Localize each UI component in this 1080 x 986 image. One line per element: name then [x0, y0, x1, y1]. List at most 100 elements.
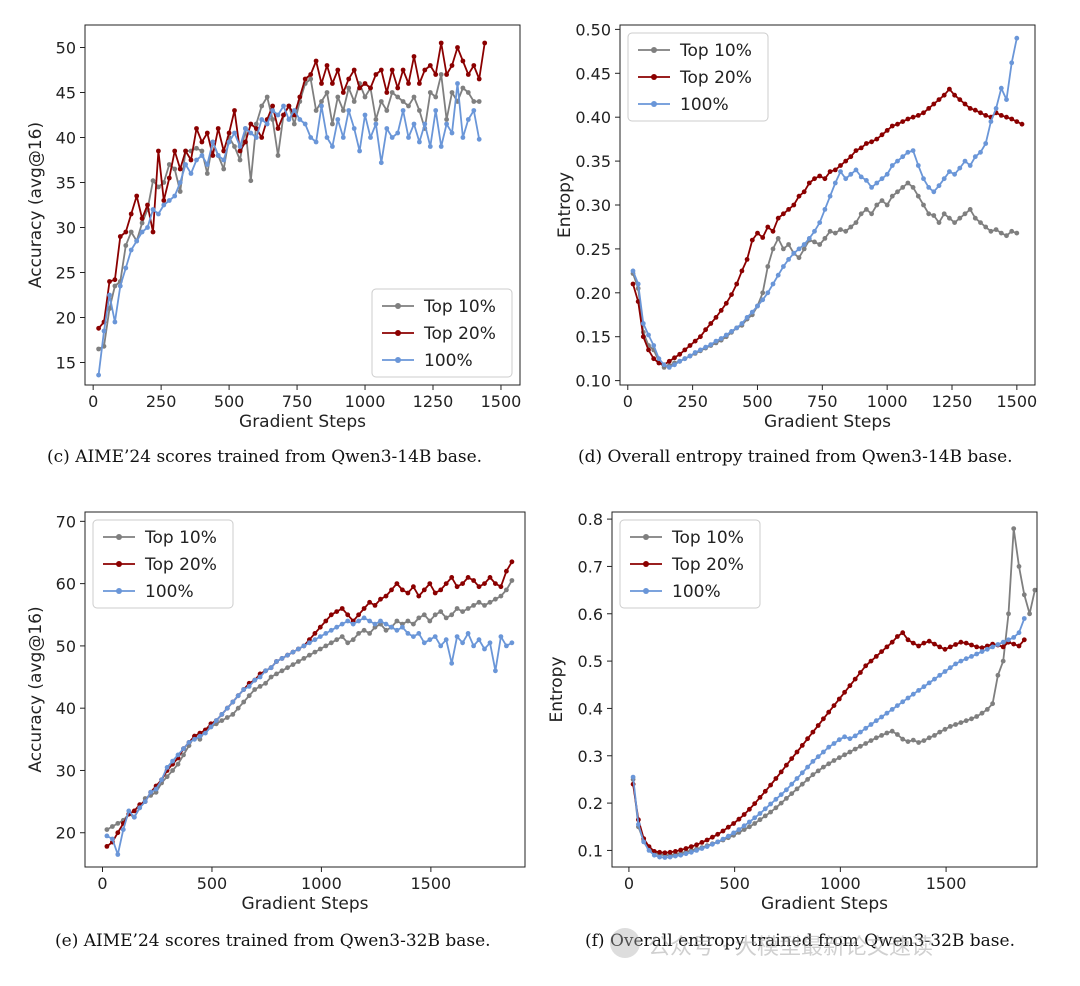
data-point [635, 299, 641, 304]
data-point [715, 831, 721, 837]
data-point [454, 606, 460, 611]
data-point [657, 854, 662, 860]
data-point [799, 743, 805, 748]
data-point [874, 180, 880, 186]
data-point [744, 257, 750, 262]
data-point [421, 587, 427, 593]
data-point [427, 637, 433, 643]
data-point [672, 362, 677, 368]
data-point [422, 67, 428, 73]
data-point [869, 139, 874, 145]
data-point [345, 640, 351, 646]
data-point [334, 637, 340, 643]
data-point [405, 618, 411, 624]
data-point [916, 688, 921, 693]
data-point [972, 154, 978, 160]
data-point [164, 774, 170, 780]
data-point [720, 828, 726, 834]
data-point [852, 746, 858, 752]
data-point [340, 135, 346, 140]
data-point [112, 319, 118, 325]
data-point [900, 736, 906, 742]
data-point [784, 796, 789, 801]
data-point [889, 639, 895, 645]
data-point [926, 735, 932, 741]
data-point [270, 117, 275, 122]
data-point [953, 661, 958, 667]
data-point [847, 736, 853, 742]
data-point [858, 729, 863, 735]
data-point [117, 234, 123, 239]
data-point [204, 171, 210, 176]
data-point [361, 606, 367, 611]
data-point [153, 786, 159, 792]
data-point [752, 821, 758, 826]
data-point [744, 315, 750, 320]
data-point [243, 139, 248, 145]
data-point [739, 321, 745, 326]
data-point [215, 153, 221, 158]
data-point [910, 640, 916, 646]
data-point [941, 211, 947, 217]
data-point [378, 67, 384, 73]
data-point [438, 144, 444, 149]
data-point [983, 141, 989, 146]
data-point [275, 153, 281, 158]
data-point [910, 148, 916, 154]
data-point [775, 215, 781, 221]
data-point [232, 144, 237, 149]
data-point [422, 121, 428, 127]
data-point [801, 189, 807, 195]
data-point [1011, 641, 1017, 647]
data-point [995, 672, 1001, 678]
data-point [678, 847, 684, 853]
data-point [285, 665, 290, 671]
data-point [827, 169, 833, 175]
data-point [884, 644, 890, 650]
data-point [836, 737, 842, 743]
y-tick-label: 35 [56, 174, 76, 193]
data-point [815, 723, 821, 728]
series-line-1 [632, 88, 1023, 366]
data-point [932, 733, 937, 738]
data-point [471, 99, 477, 104]
data-point [493, 668, 498, 674]
data-point [812, 228, 817, 234]
data-point [346, 108, 352, 113]
data-point [778, 800, 784, 806]
data-point [988, 119, 994, 124]
legend: Top 10% Top 20% 100% [619, 519, 761, 609]
data-point [432, 590, 438, 596]
data-point [806, 236, 812, 241]
data-point [963, 656, 969, 662]
data-point [248, 178, 254, 184]
x-tick-label: 0 [97, 874, 107, 893]
y-tick-label: 15 [56, 354, 76, 373]
data-point [389, 624, 394, 630]
watermark-icon [610, 928, 640, 958]
data-point [411, 94, 417, 100]
data-point [843, 228, 849, 234]
data-point [688, 849, 694, 855]
data-point [324, 135, 330, 140]
data-point [346, 76, 352, 82]
data-point [302, 76, 308, 82]
data-point [762, 788, 768, 794]
data-point [145, 225, 150, 230]
data-point [274, 659, 279, 664]
x-axis-label: Gradient Steps [761, 894, 888, 914]
data-point [131, 808, 137, 814]
data-point [895, 158, 900, 164]
legend-marker [643, 588, 649, 594]
chart-d: 0 250 500 750 1000 1250 1500 0.10 0.15 0.20 0.25 0.… [555, 20, 1037, 432]
x-tick-label: 0 [623, 392, 633, 411]
x-tick-label: 1000 [867, 392, 908, 411]
data-point [799, 781, 805, 787]
data-point [1027, 611, 1032, 617]
data-point [984, 646, 990, 652]
data-point [302, 121, 308, 127]
data-point [786, 242, 791, 247]
data-point [263, 668, 268, 674]
data-point [889, 163, 895, 168]
data-point [482, 646, 487, 652]
